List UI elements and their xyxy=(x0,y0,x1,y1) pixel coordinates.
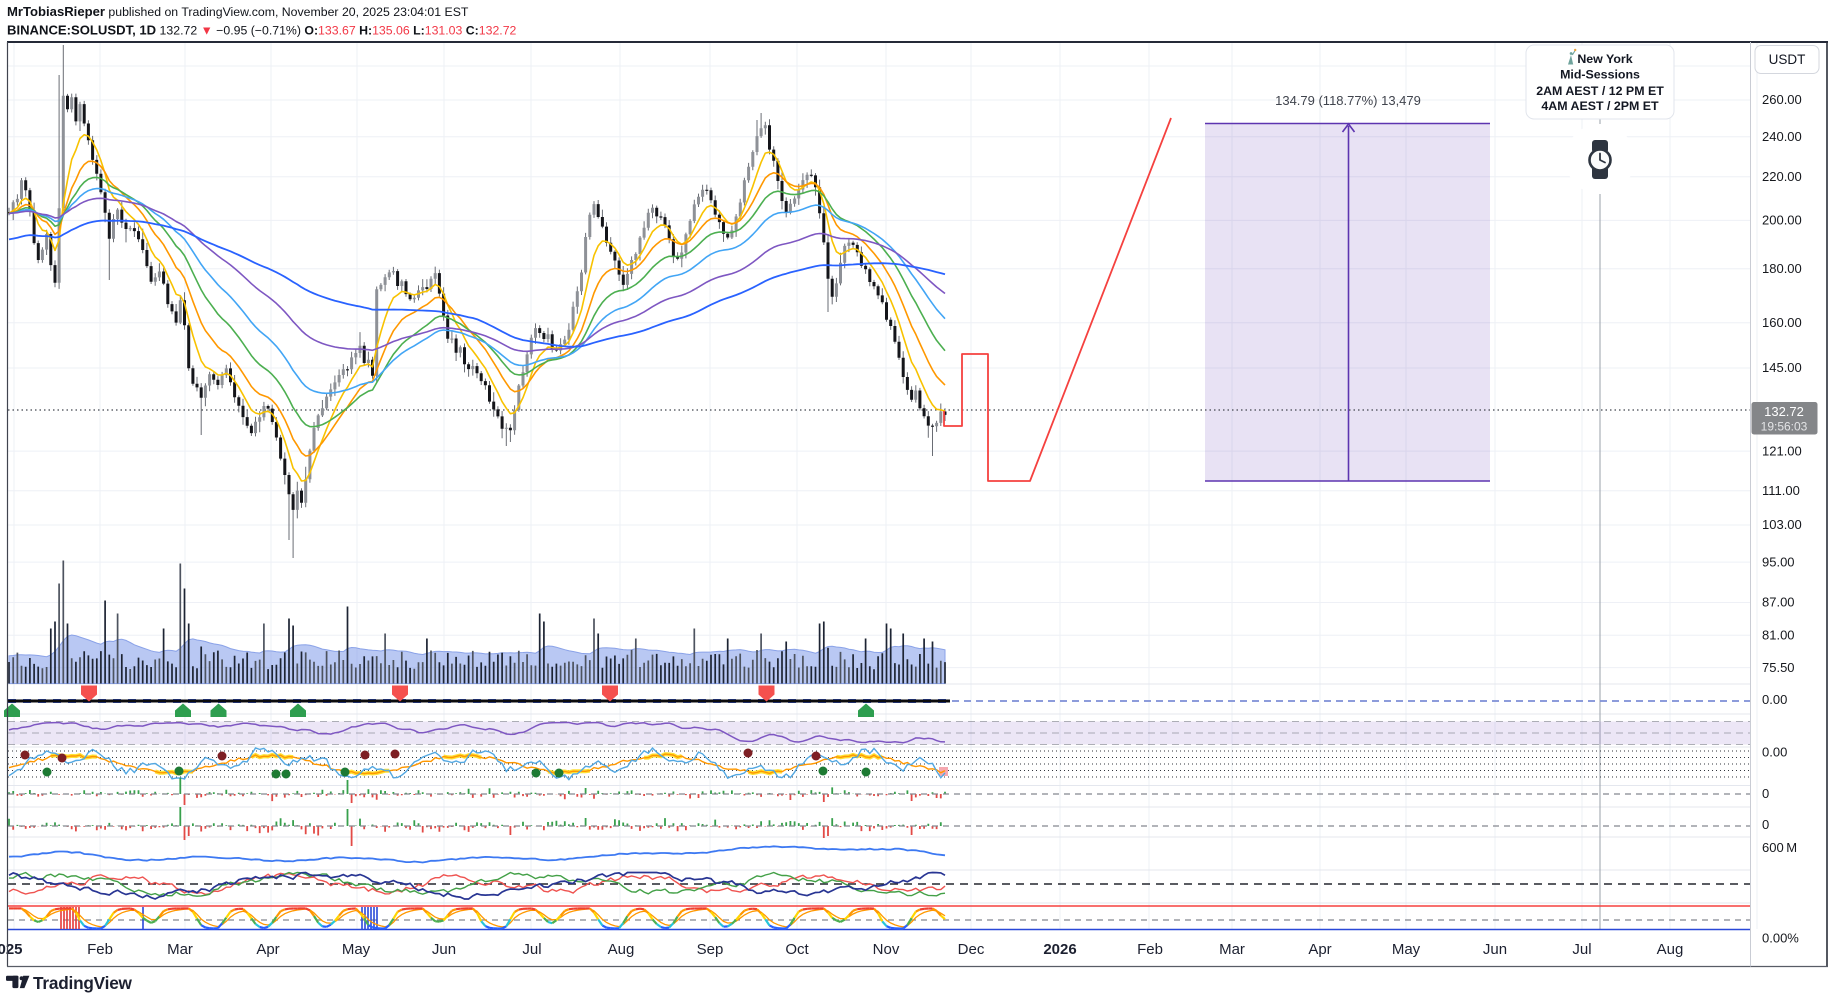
svg-text:May: May xyxy=(1392,941,1421,958)
svg-text:4AM AEST / 2PM ET: 4AM AEST / 2PM ET xyxy=(1541,99,1659,113)
svg-text:220.00: 220.00 xyxy=(1762,169,1802,184)
svg-text:75.50: 75.50 xyxy=(1762,660,1795,675)
svg-text:145.00: 145.00 xyxy=(1762,360,1802,375)
svg-text:Feb: Feb xyxy=(87,941,113,958)
svg-text:Feb: Feb xyxy=(1137,941,1163,958)
svg-text:0.00: 0.00 xyxy=(1762,745,1787,760)
svg-text:0: 0 xyxy=(1762,817,1769,832)
svg-text:111.00: 111.00 xyxy=(1762,483,1800,498)
svg-text:Mar: Mar xyxy=(167,941,193,958)
svg-text:2026: 2026 xyxy=(1043,941,1076,958)
svg-text:Aug: Aug xyxy=(1657,941,1684,958)
svg-text:Mar: Mar xyxy=(1219,941,1245,958)
svg-text:134.79 (118.77%) 13,479: 134.79 (118.77%) 13,479 xyxy=(1275,93,1421,108)
svg-text:TradingView: TradingView xyxy=(33,973,133,993)
svg-text:200.00: 200.00 xyxy=(1762,213,1802,228)
svg-text:132.72: 132.72 xyxy=(1764,404,1804,419)
svg-text:81.00: 81.00 xyxy=(1762,628,1795,643)
svg-text:2AM AEST / 12 PM ET: 2AM AEST / 12 PM ET xyxy=(1536,84,1664,98)
svg-text:BINANCE:SOLUSDT, 1D 132.72 ▼ −: BINANCE:SOLUSDT, 1D 132.72 ▼ −0.95 (−0.7… xyxy=(7,23,517,38)
svg-text:Dec: Dec xyxy=(958,941,985,958)
svg-text:87.00: 87.00 xyxy=(1762,595,1795,610)
svg-text:103.00: 103.00 xyxy=(1762,517,1802,532)
svg-text:Jun: Jun xyxy=(432,941,456,958)
svg-text:Sep: Sep xyxy=(697,941,724,958)
svg-text:95.00: 95.00 xyxy=(1762,554,1795,569)
svg-text:Jul: Jul xyxy=(522,941,541,958)
svg-text:19:56:03: 19:56:03 xyxy=(1761,420,1808,434)
svg-text:180.00: 180.00 xyxy=(1762,261,1802,276)
svg-text:240.00: 240.00 xyxy=(1762,129,1802,144)
svg-text:Jun: Jun xyxy=(1483,941,1507,958)
svg-text:New York: New York xyxy=(1577,52,1632,66)
svg-text:Aug: Aug xyxy=(608,941,635,958)
svg-text:260.00: 260.00 xyxy=(1762,92,1802,107)
svg-text:600 M: 600 M xyxy=(1762,840,1797,855)
svg-text:USDT: USDT xyxy=(1769,52,1806,67)
svg-text:Apr: Apr xyxy=(256,941,279,958)
svg-text:Oct: Oct xyxy=(785,941,809,958)
svg-text:Apr: Apr xyxy=(1308,941,1331,958)
svg-text:0.00%: 0.00% xyxy=(1762,931,1799,946)
svg-text:121.00: 121.00 xyxy=(1762,443,1802,458)
svg-text:Nov: Nov xyxy=(873,941,900,958)
svg-text:0: 0 xyxy=(1762,786,1769,801)
svg-text:Mid-Sessions: Mid-Sessions xyxy=(1560,68,1640,82)
svg-text:0.00: 0.00 xyxy=(1762,692,1787,707)
svg-text:025: 025 xyxy=(0,941,23,958)
svg-text:MrTobiasRieper published on Tr: MrTobiasRieper published on TradingView.… xyxy=(7,4,469,19)
svg-text:Jul: Jul xyxy=(1572,941,1591,958)
svg-text:May: May xyxy=(342,941,371,958)
svg-text:160.00: 160.00 xyxy=(1762,315,1802,330)
